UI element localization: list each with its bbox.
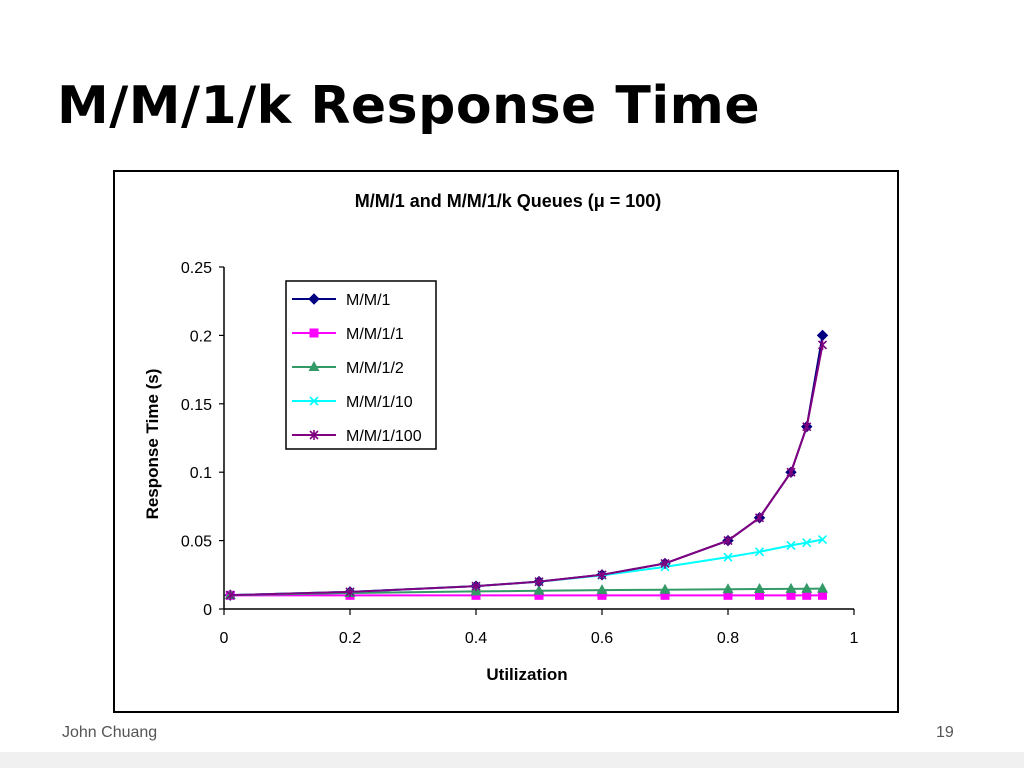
y-axis-title: Response Time (s) — [143, 369, 162, 520]
x-tick-label: 0.8 — [717, 630, 739, 647]
legend: M/M/1 M/M/1/1 M/M/1/2 M/M/1/10 M/M/1/100 — [285, 280, 437, 450]
y-tick-label: 0.15 — [181, 397, 212, 414]
slide-title: M/M/1/k Response Time — [57, 76, 761, 136]
data-point — [534, 590, 544, 600]
data-point — [817, 534, 828, 545]
legend-label: M/M/1/100 — [346, 428, 422, 445]
x-tick-label: 0.6 — [591, 630, 613, 647]
data-point — [754, 547, 765, 557]
footer-author: John Chuang — [62, 724, 158, 741]
data-point — [785, 582, 797, 593]
y-tick-label: 0.05 — [181, 534, 212, 551]
data-point — [723, 590, 733, 600]
legend-label: M/M/1 — [346, 292, 391, 309]
y-tick-label: 0.1 — [190, 465, 212, 482]
y-tick-label: 0 — [203, 602, 212, 619]
series-m-m-1-100 — [225, 339, 828, 601]
axes: 0 0.05 0.1 0.15 0.2 0.25 0 0.2 0.4 0.6 0.8 1 Utiliza… — [143, 260, 859, 684]
legend-item: M/M/1/1 — [292, 326, 404, 343]
page-number: 19 — [936, 724, 954, 741]
x-tick-label: 0.2 — [339, 630, 361, 647]
data-point — [786, 590, 796, 600]
data-point — [802, 538, 812, 548]
legend-marker — [308, 293, 320, 305]
data-point — [801, 582, 813, 593]
series-layer — [224, 329, 829, 601]
legend-marker — [309, 328, 319, 338]
data-point — [755, 590, 764, 600]
data-point — [534, 576, 544, 587]
data-point — [723, 535, 733, 546]
data-point — [786, 540, 796, 550]
data-point — [817, 582, 828, 593]
data-point — [471, 581, 481, 592]
legend-box — [285, 280, 437, 450]
data-point — [345, 586, 355, 597]
data-point — [754, 512, 765, 523]
data-point — [818, 590, 827, 600]
data-point — [597, 590, 607, 600]
x-axis-title: Utilization — [486, 665, 567, 684]
data-point — [802, 590, 812, 600]
legend-item: M/M/1 — [292, 292, 391, 309]
data-point — [533, 584, 545, 595]
legend-item: M/M/1/10 — [292, 394, 413, 411]
legend-label: M/M/1/1 — [346, 326, 404, 343]
data-point — [802, 421, 812, 432]
legend-marker — [308, 361, 320, 371]
chart-frame — [113, 170, 899, 713]
data-point — [754, 583, 765, 594]
x-tick-label: 1 — [850, 630, 859, 647]
legend-label: M/M/1/2 — [346, 360, 404, 377]
x-tick-label: 0 — [220, 630, 229, 647]
data-point — [722, 583, 734, 594]
y-tick-label: 0.2 — [190, 328, 212, 345]
footer-band — [0, 752, 1024, 768]
data-point — [817, 339, 828, 350]
data-point — [596, 584, 608, 595]
legend-item: M/M/1/2 — [292, 360, 404, 377]
data-point — [786, 467, 796, 478]
y-tick-label: 0.25 — [181, 260, 212, 277]
x-tick-label: 0.4 — [465, 630, 487, 647]
data-point — [660, 558, 670, 569]
legend-marker — [309, 396, 319, 406]
data-point — [660, 590, 670, 600]
legend-label: M/M/1/10 — [346, 394, 413, 411]
legend-marker — [309, 430, 319, 440]
data-point — [723, 552, 733, 562]
legend-item: M/M/1/100 — [292, 428, 422, 445]
data-point — [659, 583, 671, 594]
data-point — [597, 569, 607, 580]
chart-title: M/M/1 and M/M/1/k Queues (μ = 100) — [355, 191, 662, 211]
data-point — [225, 590, 235, 601]
